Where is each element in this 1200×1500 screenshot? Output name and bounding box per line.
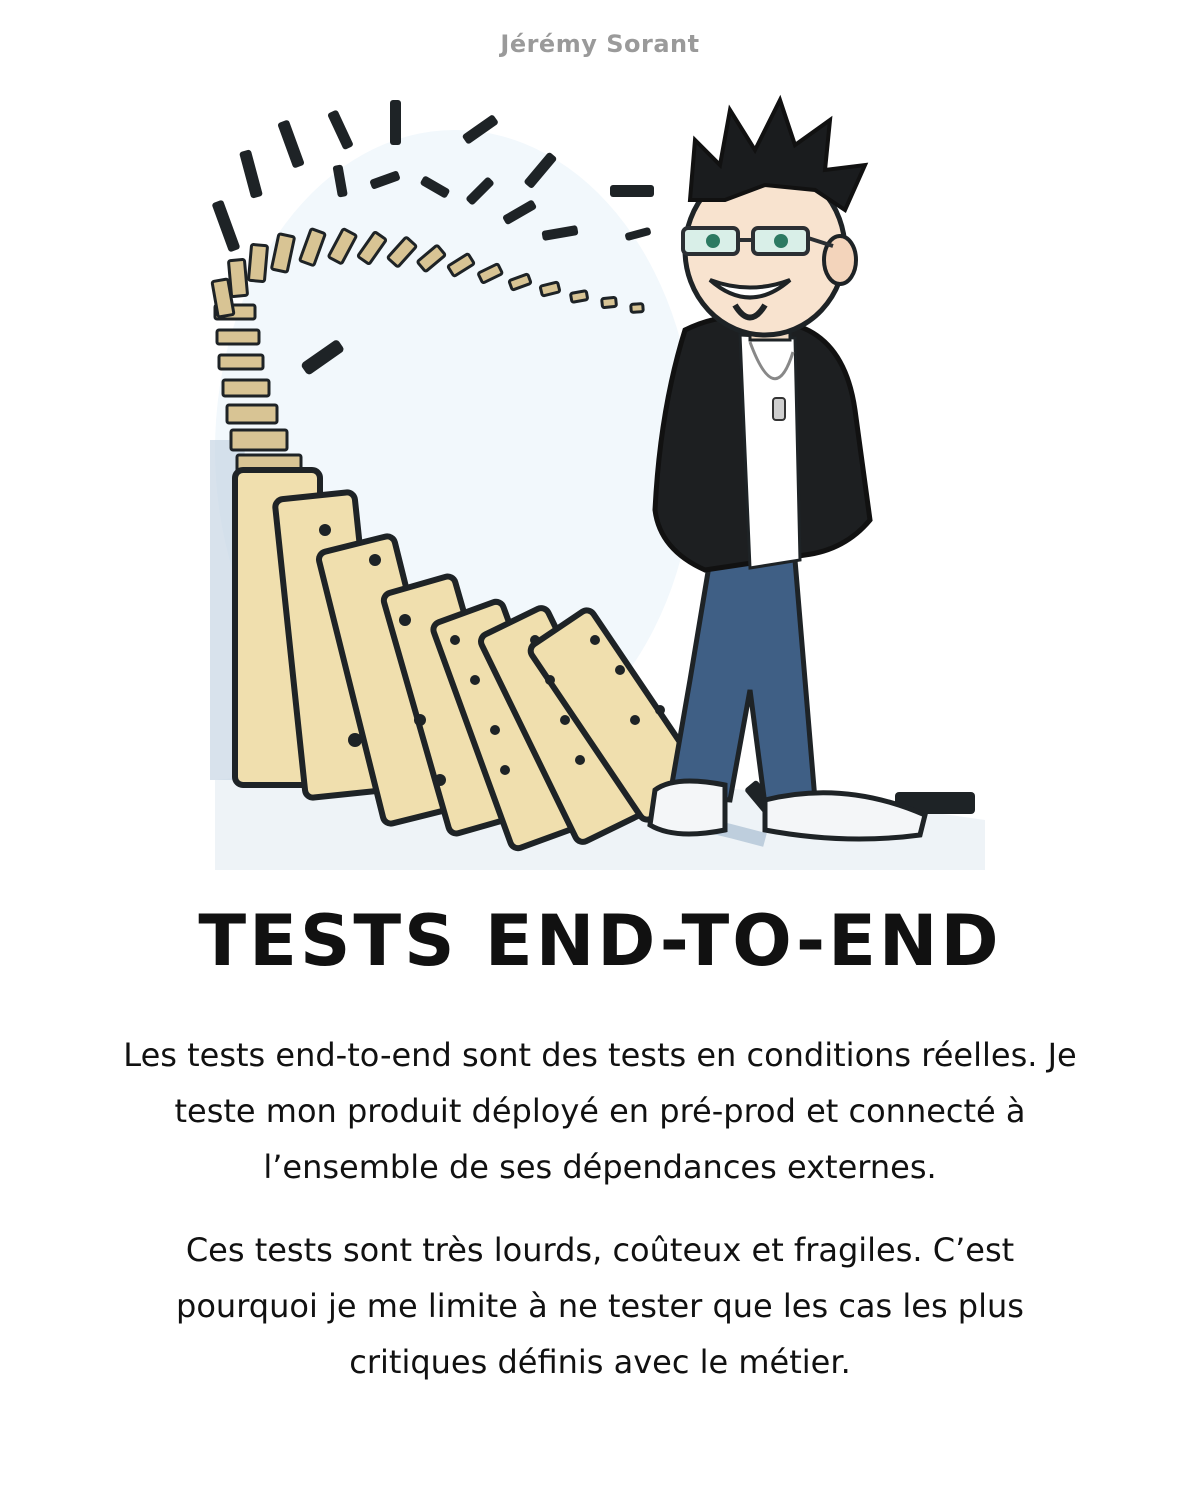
page-title: TESTS END-TO-END <box>198 900 1002 982</box>
intro-paragraph: Les tests end-to-end sont des tests en c… <box>123 1036 1077 1186</box>
limits-paragraph: Ces tests sont très lourds, coûteux et f… <box>176 1231 1024 1381</box>
author-name: Jérémy Sorant <box>500 30 700 58</box>
developer-with-falling-dominoes-illustration <box>205 80 995 870</box>
